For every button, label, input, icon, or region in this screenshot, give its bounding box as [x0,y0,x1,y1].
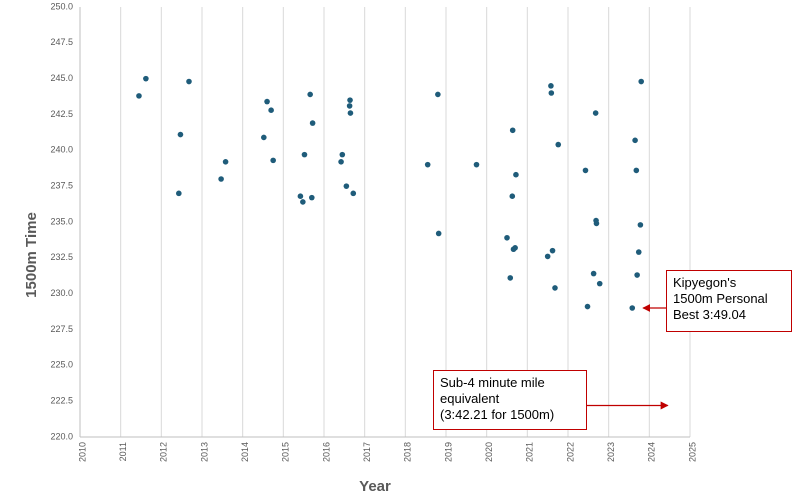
y-tick-label: 232.5 [50,252,73,262]
data-point [218,176,224,182]
x-tick-label: 2022 [565,442,575,462]
x-tick-label: 2017 [362,442,372,462]
x-tick-label: 2024 [647,442,657,462]
data-point [509,127,516,134]
data-point [347,97,353,103]
x-tick-label: 2010 [77,442,87,462]
data-point [582,167,589,174]
sub4-mile-annotation: Sub-4 minute mile equivalent (3:42.21 fo… [433,370,587,430]
y-tick-label: 250.0 [50,1,73,11]
y-tick-label: 222.5 [50,396,73,406]
y-tick-label: 225.0 [50,360,73,370]
data-point [633,167,640,174]
annotation-arrows [587,304,669,410]
data-point [549,247,556,254]
data-point [136,93,142,99]
data-point [176,190,182,197]
data-point [350,190,357,197]
data-point [590,270,597,277]
x-tick-label: 2023 [606,442,616,462]
data-point [513,171,519,178]
data-point [309,194,315,201]
y-tick-label: 235.0 [50,216,73,226]
data-points [136,75,644,311]
data-point [637,222,644,228]
x-axis-title: Year [359,478,391,495]
data-point [143,75,149,82]
data-point [346,103,353,109]
y-tick-label: 247.5 [50,37,73,47]
data-point [186,78,192,85]
data-point [509,193,516,199]
x-tick-label: 2014 [240,442,250,462]
data-point [343,183,350,189]
data-point [634,272,640,278]
y-tick-label: 220.0 [50,431,73,441]
data-point [177,131,184,138]
data-point [544,253,551,260]
personal-best-annotation: Kipyegon's 1500m Personal Best 3:49.04 [666,270,792,332]
data-point [307,91,313,98]
data-point [424,161,431,168]
data-point [629,305,636,311]
y-tick-label: 237.5 [50,181,73,191]
data-point [264,98,270,105]
x-tick-label: 2018 [403,442,413,462]
data-point [548,90,555,96]
data-point [435,91,441,98]
data-point [309,120,316,126]
data-point [473,161,480,168]
x-tick-label: 2016 [321,442,331,462]
data-point [268,107,274,113]
x-tick-label: 2020 [484,442,494,462]
y-tick-label: 230.0 [50,288,73,298]
data-point [261,134,267,141]
data-point [552,285,558,291]
x-tick-label: 2012 [159,442,169,462]
data-point [338,159,344,165]
x-tick-label: 2021 [525,442,535,462]
data-point [593,220,600,227]
data-point [548,83,554,89]
y-tick-label: 240.0 [50,145,73,155]
x-tick-labels: 2010 2011 2012 2013 2014 2015 2016 2017 2018 2019… [77,442,697,462]
data-point [555,141,562,148]
x-tick-label: 2015 [281,442,291,462]
data-point [584,303,591,310]
data-point [222,159,229,165]
x-tick-label: 2019 [443,442,453,462]
y-axis-title: 1500m Time [23,212,40,298]
data-point [638,78,644,85]
data-point [596,280,603,287]
data-point [635,249,642,255]
data-point [512,245,518,251]
x-tick-label: 2025 [687,442,697,462]
data-point [632,137,638,144]
axes [79,7,690,438]
data-point [507,275,514,281]
data-point [300,199,306,205]
y-tick-labels: 220.0 222.5 225.0 227.5 230.0 232.5 235.0 237.5… [50,1,73,441]
x-tick-label: 2013 [199,442,209,462]
y-tick-label: 245.0 [50,73,73,83]
data-point [297,193,304,199]
x-tick-label: 2011 [118,442,128,461]
data-point [347,110,354,116]
data-point [504,234,510,241]
data-point [270,157,276,164]
y-tick-label: 242.5 [50,109,73,119]
data-point [301,151,308,158]
grid-lines [120,7,691,437]
data-point [592,110,599,116]
data-point [435,230,442,237]
data-point [339,151,346,158]
y-tick-label: 227.5 [50,324,73,334]
